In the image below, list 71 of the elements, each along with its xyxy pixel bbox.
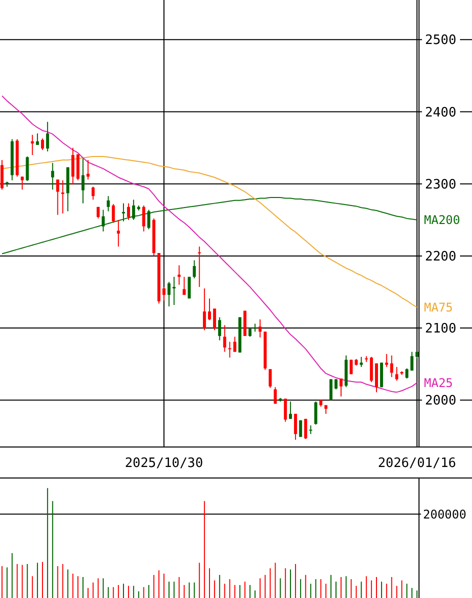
candlestick	[0, 160, 4, 190]
line-series	[2, 197, 418, 254]
y-tick-label: 2200	[425, 249, 456, 264]
candlestick	[340, 378, 343, 398]
series-label: MA75	[424, 300, 453, 314]
y-tick-label: 2500	[425, 33, 456, 48]
candlestick	[122, 202, 125, 222]
candlestick	[26, 156, 29, 182]
candlestick	[258, 318, 262, 338]
candlestick	[334, 378, 338, 390]
candlestick	[329, 378, 332, 401]
candlestick	[299, 420, 302, 438]
candlestick	[61, 180, 64, 214]
y-tick-label: 2000	[425, 394, 456, 409]
candlestick	[410, 351, 414, 372]
candlestick	[213, 308, 216, 331]
candlestick	[56, 179, 60, 216]
candlestick	[395, 366, 398, 382]
y-tick-label: 2100	[425, 322, 456, 337]
y-tick-label: 200000	[423, 507, 466, 522]
candlestick	[102, 209, 105, 232]
line-series	[2, 156, 418, 308]
candlestick	[385, 353, 388, 368]
candlestick	[178, 264, 181, 286]
candlestick	[370, 356, 373, 383]
candlestick	[208, 298, 211, 321]
candlestick	[162, 286, 166, 302]
candlestick	[218, 316, 222, 341]
candlestick	[92, 186, 95, 200]
candlestick	[314, 401, 318, 426]
candlestick	[71, 147, 74, 186]
candlestick	[294, 413, 298, 440]
candlestick	[188, 276, 191, 299]
series-label: MA25	[424, 376, 453, 390]
candlestick	[274, 386, 277, 404]
candlestick	[41, 138, 44, 150]
candlestick	[20, 176, 24, 190]
line-series	[2, 95, 418, 393]
candlestick	[172, 276, 176, 306]
candlestick	[46, 121, 50, 152]
series-label: MA200	[424, 213, 460, 228]
candlestick	[127, 202, 130, 220]
candlestick	[30, 134, 34, 156]
y-tick-label: 2300	[425, 177, 456, 192]
candlestick	[223, 324, 226, 352]
candlestick	[284, 398, 287, 422]
candlestick	[51, 162, 54, 190]
candlestick	[192, 260, 196, 279]
candlestick	[304, 418, 308, 440]
candlestick	[168, 281, 171, 307]
candlestick	[233, 336, 236, 352]
candlestick	[228, 341, 232, 358]
candlestick	[116, 219, 120, 248]
y-tick-label: 2400	[425, 105, 456, 120]
candlestick	[182, 276, 186, 296]
candlestick	[36, 132, 39, 146]
candlestick	[405, 368, 408, 380]
candlestick	[374, 362, 378, 393]
candlestick	[147, 209, 150, 230]
candlestick	[288, 401, 292, 420]
candlestick	[112, 204, 115, 224]
candlestick	[142, 204, 146, 232]
x-tick-label: 2025/10/30	[124, 456, 204, 471]
candlestick	[202, 288, 206, 331]
candlestick	[360, 356, 363, 368]
candlestick	[268, 368, 272, 388]
candlestick	[390, 354, 394, 378]
candlestick	[106, 196, 110, 212]
candlestick	[198, 246, 201, 288]
x-tick-label: 2026/01/16	[378, 456, 456, 471]
candlestick	[81, 158, 84, 204]
